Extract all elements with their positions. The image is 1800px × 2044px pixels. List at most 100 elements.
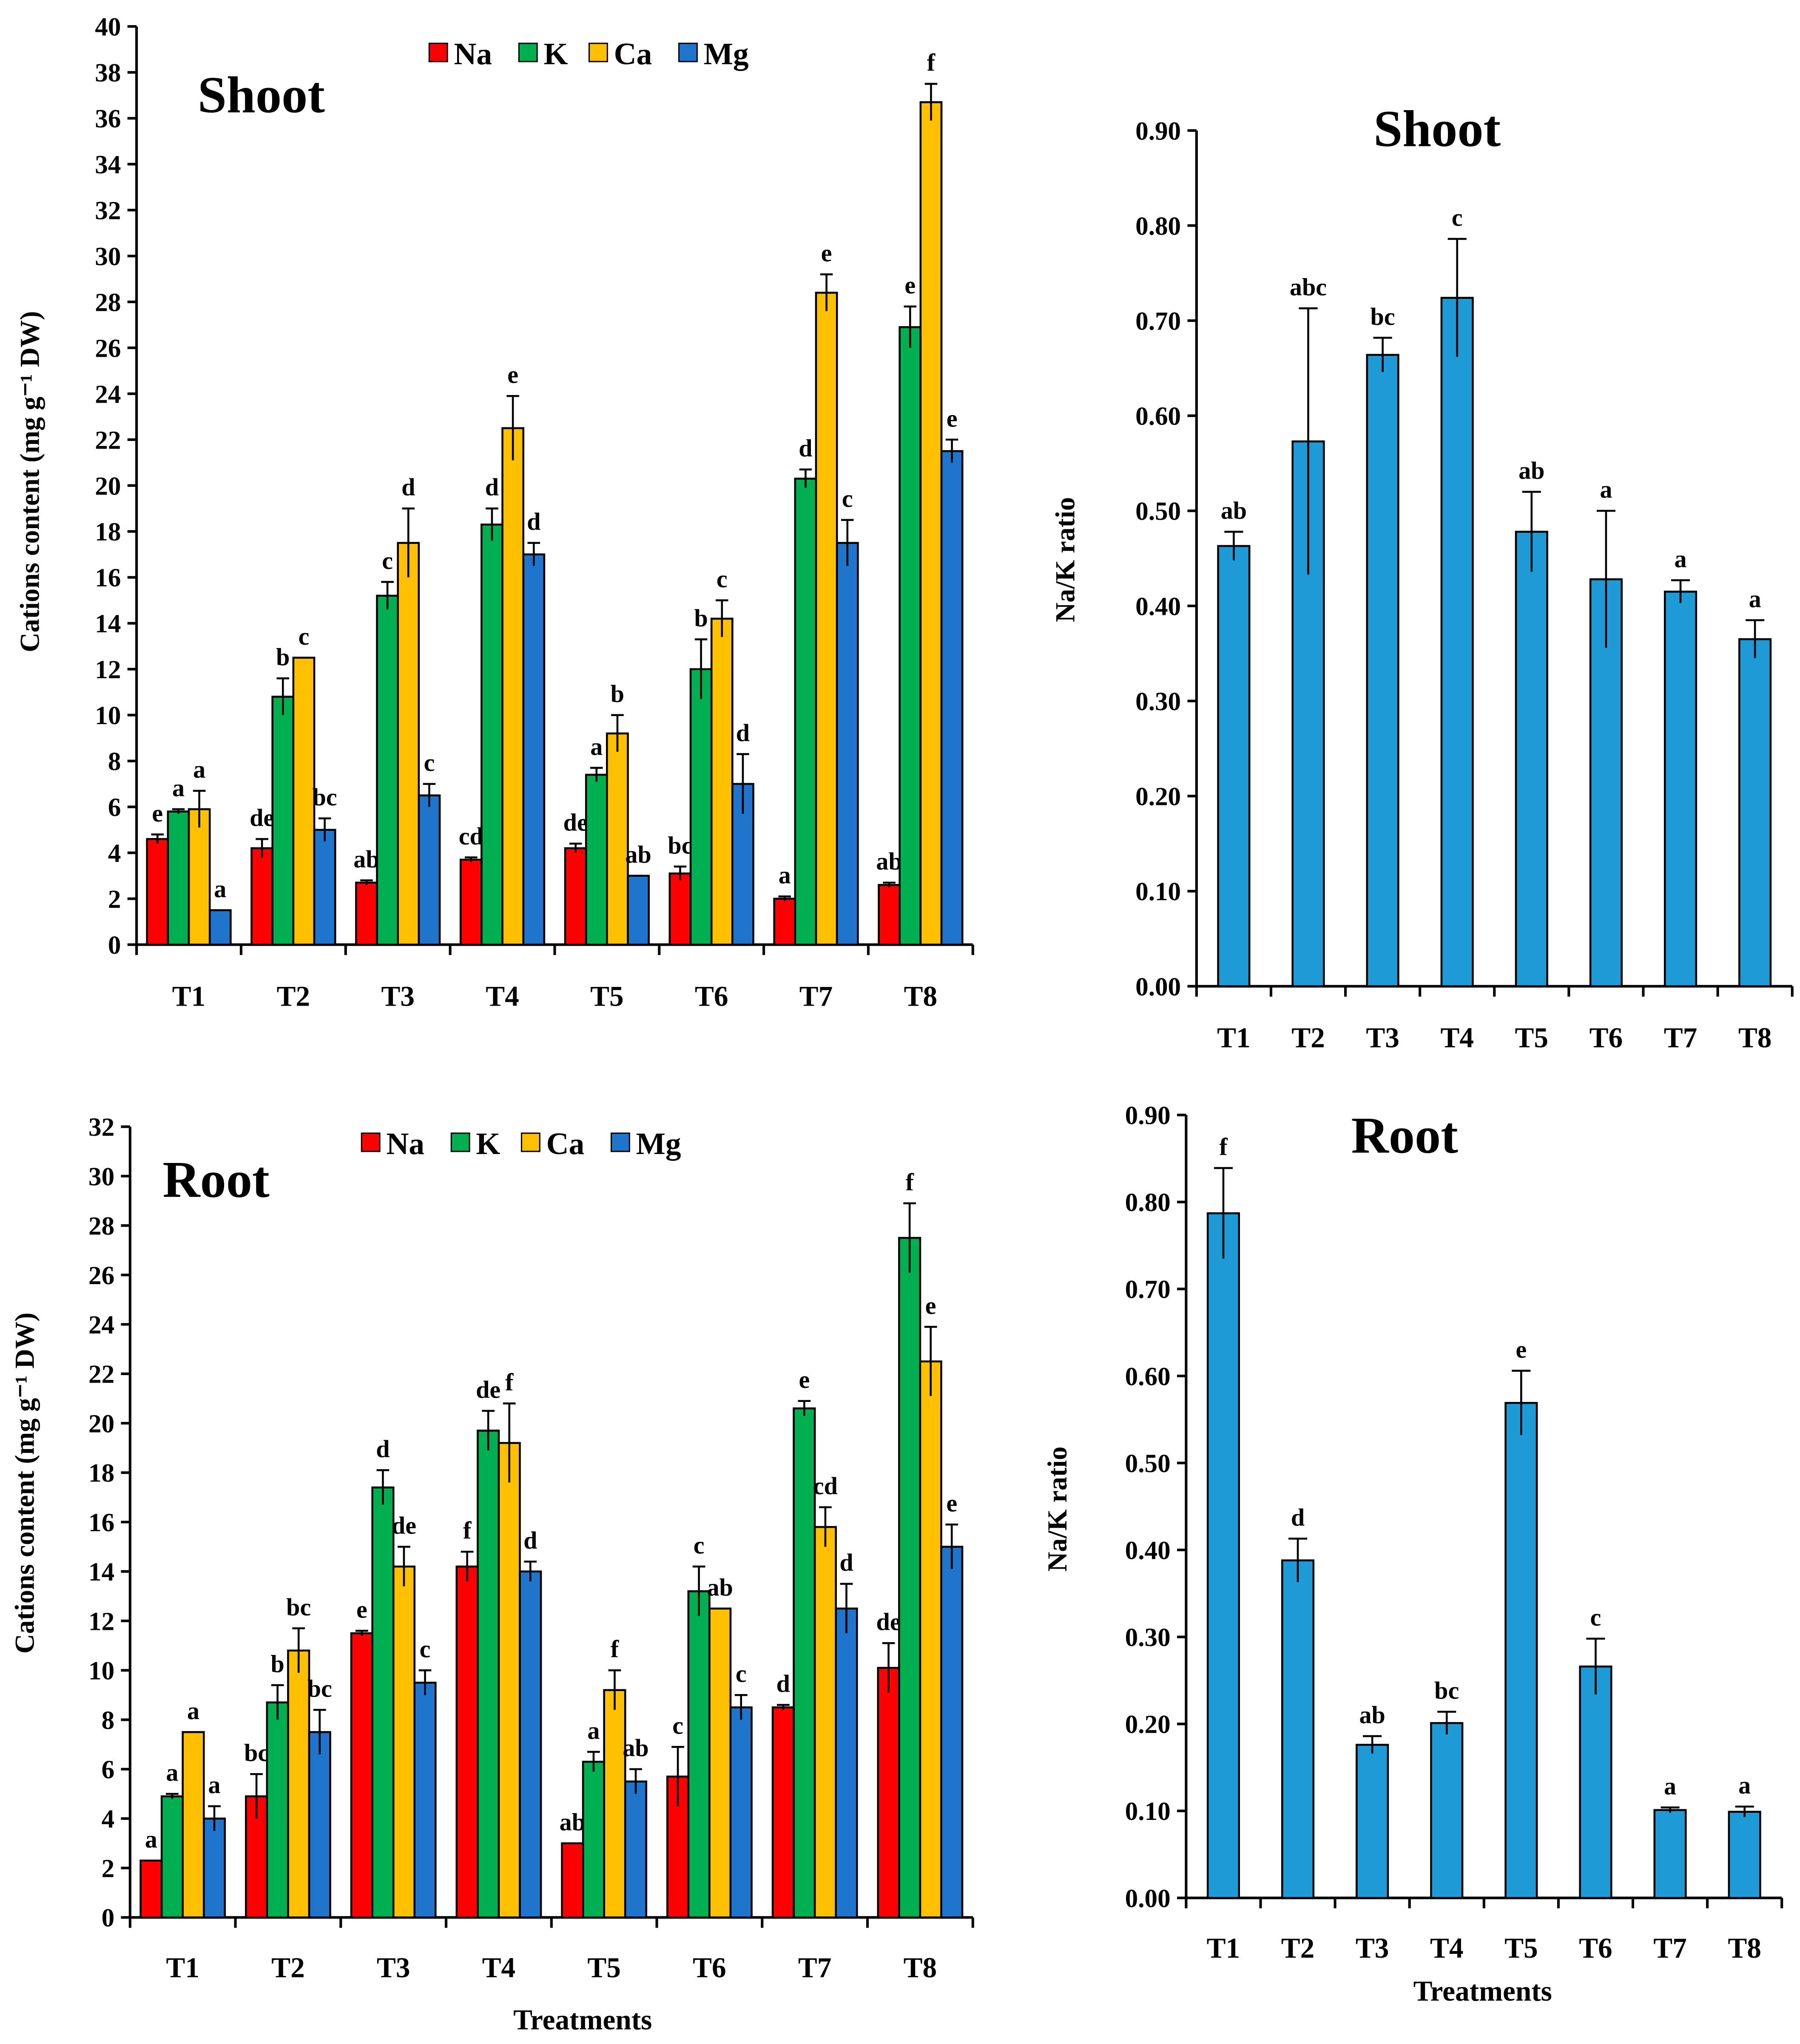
shoot-cations-x-tick-label: T6 [695, 980, 728, 1012]
root-cations-y-tick-label: 16 [88, 1508, 114, 1537]
root-cations-letter-label: c [736, 1660, 747, 1688]
shoot-cations-y-tick-label: 28 [95, 288, 121, 317]
root-cations-bar-Mg-T6 [729, 1706, 753, 1919]
root-cations-y-tick-label: 6 [102, 1755, 115, 1784]
shoot-cations-bar-K-T5 [585, 773, 608, 946]
root-ratio-y-tick-label: 0.60 [1125, 1362, 1171, 1391]
shoot-cations-letter-label: a [590, 733, 603, 760]
shoot-ratio-letter-label: a [1674, 545, 1686, 573]
shoot-cations-title: Shoot [198, 66, 325, 124]
shoot-cations-x-tick-label: T1 [172, 980, 206, 1012]
root-ratio-x-axis-label: Treatments [1413, 1975, 1552, 2007]
root-ratio-x-tick-label: T4 [1430, 1932, 1464, 1964]
root-cations-bar-Na-T7 [771, 1706, 795, 1919]
root-ratio-y-tick-label: 0.30 [1125, 1623, 1171, 1652]
root-cations-bar-K-T6 [687, 1590, 711, 1919]
root-cations-letter-label: e [925, 1292, 936, 1319]
root-ratio-y-tick-label: 0.50 [1125, 1449, 1171, 1478]
root-cations-letter-label: d [523, 1527, 537, 1554]
root-cations-letter-label: de [392, 1512, 416, 1539]
root-cations-bar-Mg-T1 [202, 1817, 226, 1919]
root-ratio-x-tick-label: T1 [1207, 1932, 1240, 1964]
shoot-cations-letter-label: b [694, 604, 708, 632]
root-cations-legend-label-Ca: Ca [546, 1126, 585, 1161]
root-cations-letter-label: a [166, 1759, 178, 1786]
shoot-cations-letter-label: bc [313, 783, 337, 811]
shoot-cations-y-tick-label: 26 [95, 334, 121, 363]
root-cations-letter-label: ab [560, 1808, 586, 1836]
shoot-cations-bar-Na-T7 [773, 898, 796, 946]
shoot-cations-y-tick-label: 30 [95, 242, 121, 271]
root-cations-bar-Ca-T8 [919, 1360, 942, 1919]
root-cations-x-tick-label: T1 [166, 1952, 199, 1984]
root-cations-bar-Ca-T6 [708, 1607, 732, 1919]
root-cations-bar-Na-T8 [877, 1667, 900, 1919]
shoot-cations-bar-Na-T6 [668, 872, 692, 946]
shoot-ratio-letter-label: ab [1221, 497, 1247, 524]
shoot-cations-bar-K-T3 [376, 594, 399, 946]
shoot-cations-y-tick-label: 32 [95, 196, 121, 225]
root-cations-letter-label: a [208, 1771, 221, 1799]
shoot-ratio-x-tick-label: T8 [1738, 1022, 1772, 1054]
shoot-cations-letter-label: b [276, 643, 290, 671]
root-ratio-letter-label: c [1590, 1603, 1601, 1631]
root-ratio-x-tick-label: T6 [1579, 1932, 1612, 1964]
shoot-cations-letter-label: d [485, 473, 499, 501]
root-cations-y-tick-label: 26 [88, 1261, 114, 1290]
root-cations-y-tick-label: 20 [88, 1409, 114, 1438]
shoot-ratio-y-tick-label: 0.10 [1135, 877, 1181, 906]
root-cations-bar-K-T1 [160, 1795, 184, 1919]
root-ratio-y-tick-label: 0.70 [1125, 1275, 1171, 1304]
shoot-cations-y-tick-label: 0 [108, 931, 121, 960]
root-ratio-y-axis-label: Na/K ratio [1042, 1447, 1072, 1572]
root-cations-bar-Mg-T2 [308, 1731, 331, 1919]
root-cations-bar-K-T4 [477, 1430, 500, 1919]
shoot-ratio-y-tick-label: 0.80 [1135, 212, 1181, 241]
shoot-cations-bar-Ca-T1 [188, 808, 211, 946]
root-ratio-bar-NaK-T5 [1504, 1402, 1538, 1899]
shoot-ratio-letter-label: ab [1518, 457, 1544, 484]
shoot-cations-legend-label-Na: Na [454, 37, 492, 71]
shoot-cations-letter-label: a [172, 774, 185, 802]
root-cations-y-tick-label: 18 [88, 1459, 114, 1488]
shoot-cations-letter-label: ab [353, 845, 379, 873]
root-ratio-x-tick-label: T2 [1281, 1932, 1315, 1964]
shoot-ratio-letter-label: c [1452, 204, 1463, 231]
shoot-cations-y-axis-label: Cations content (mg g⁻¹ DW) [15, 311, 45, 652]
shoot-cations-bar-K-T7 [794, 478, 817, 946]
shoot-ratio-bar-NaK-T4 [1440, 297, 1474, 987]
shoot-cations-letter-label: bc [668, 831, 692, 859]
root-ratio-x-tick-label: T8 [1728, 1932, 1761, 1964]
shoot-cations-letter-label: e [152, 799, 163, 827]
shoot-cations-legend-label-K: K [543, 37, 568, 71]
shoot-cations-bar-Na-T8 [878, 884, 901, 946]
shoot-cations-letter-label: de [250, 804, 274, 832]
root-ratio-letter-label: f [1219, 1133, 1228, 1160]
root-ratio-letter-label: e [1516, 1336, 1527, 1363]
shoot-cations-letter-label: cd [459, 822, 483, 850]
shoot-cations-y-tick-label: 4 [108, 839, 121, 868]
shoot-cations-y-tick-label: 10 [95, 701, 121, 730]
root-cations-bar-Ca-T5 [603, 1689, 626, 1919]
root-cations-bar-Na-T1 [139, 1859, 163, 1919]
shoot-cations-bar-Mg-T1 [208, 909, 232, 946]
shoot-cations-letter-label: c [382, 547, 393, 574]
shoot-cations-y-tick-label: 36 [95, 105, 121, 134]
shoot-cations-bar-Ca-T3 [397, 542, 420, 946]
shoot-cations-legend-label-Ca: Ca [614, 37, 652, 71]
shoot-cations-letter-label: e [821, 239, 832, 267]
shoot-cations-bar-K-T2 [271, 696, 295, 946]
shoot-cations-letter-label: e [507, 361, 518, 389]
shoot-cations-letter-label: b [611, 680, 624, 708]
shoot-cations-bar-K-T6 [689, 668, 713, 946]
root-cations-x-tick-label: T6 [693, 1952, 726, 1984]
root-cations-letter-label: c [672, 1712, 683, 1740]
root-cations-bar-Mg-T5 [624, 1780, 648, 1919]
root-ratio-y-tick-label: 0.20 [1125, 1710, 1171, 1739]
root-cations-letter-label: f [505, 1368, 514, 1396]
shoot-cations-bar-Na-T3 [355, 881, 378, 946]
shoot-ratio-x-tick-label: T1 [1217, 1022, 1251, 1054]
shoot-cations-letter-label: f [927, 49, 936, 77]
root-cations-bar-Na-T3 [350, 1632, 373, 1919]
shoot-ratio-letter-label: a [1600, 476, 1612, 503]
